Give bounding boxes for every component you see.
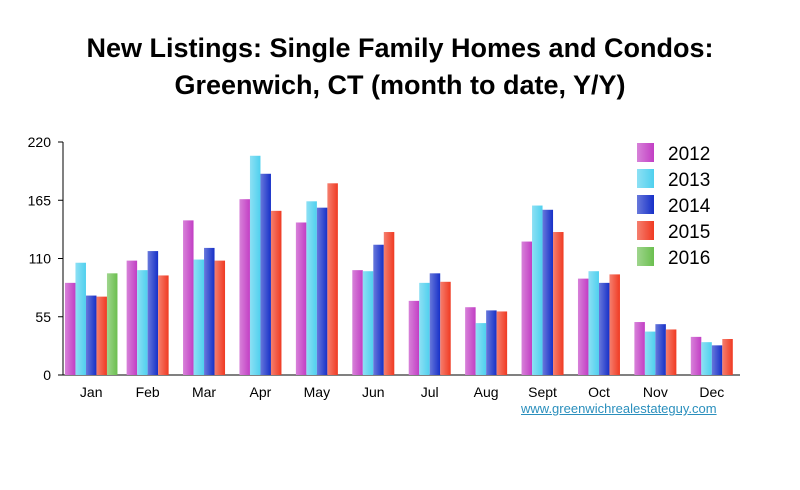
bar-2013-mar: [193, 259, 205, 375]
bar-2014-feb: [147, 251, 159, 375]
x-tick-label: May: [304, 384, 330, 400]
legend-label-2016: 2016: [668, 248, 710, 269]
bar-2013-jun: [362, 271, 374, 375]
bar-2012-feb: [126, 260, 138, 375]
x-tick-label: Jun: [362, 384, 385, 400]
bar-2015-sept: [553, 232, 564, 375]
legend-swatch-2015: [637, 221, 654, 240]
bar-2014-mar: [204, 247, 215, 375]
x-tick-label: Nov: [643, 384, 668, 400]
bar-2013-oct: [588, 271, 599, 375]
bar-2015-feb: [158, 275, 169, 375]
bar-2012-aug: [465, 307, 476, 375]
bar-2014-jul: [429, 273, 441, 375]
bar-2012-dec: [690, 336, 702, 375]
bar-2015-jan: [96, 296, 107, 375]
x-tick-label: Dec: [699, 384, 724, 400]
bar-2013-dec: [701, 342, 712, 375]
bar-2012-jan: [64, 282, 76, 375]
bar-2014-oct: [598, 282, 610, 375]
bar-2014-nov: [655, 324, 666, 375]
x-tick-label: Apr: [250, 384, 272, 400]
y-tick-label: 55: [35, 309, 51, 325]
bar-2013-jan: [75, 262, 86, 375]
legend-label-2015: 2015: [668, 222, 710, 243]
bar-2015-aug: [496, 311, 508, 375]
bar-2013-feb: [137, 270, 148, 375]
bar-2014-may: [316, 207, 328, 375]
legend-label-2014: 2014: [668, 196, 711, 217]
chart-title-line-1: New Listings: Single Family Homes and Co…: [86, 33, 714, 63]
bar-2015-jun: [383, 232, 395, 375]
x-tick-label: Feb: [136, 384, 160, 400]
y-tick-label: 0: [43, 367, 51, 383]
bar-2015-oct: [609, 274, 620, 375]
bar-2015-mar: [214, 260, 226, 375]
bar-2012-mar: [183, 220, 194, 375]
chart-title: New Listings: Single Family Homes and Co…: [0, 30, 800, 104]
bar-2014-aug: [486, 310, 497, 375]
bar-2013-apr: [249, 155, 261, 375]
bar-2015-nov: [665, 329, 677, 375]
x-tick-label: Aug: [474, 384, 499, 400]
bar-2013-jul: [419, 282, 430, 375]
y-tick-label: 220: [28, 134, 52, 150]
source-link[interactable]: www.greenwichrealestateguy.com: [521, 401, 717, 416]
x-tick-label: Jan: [80, 384, 103, 400]
bar-2012-nov: [634, 322, 645, 375]
bar-2014-sept: [542, 209, 554, 375]
bar-2012-oct: [577, 278, 589, 375]
legend-swatch-2014: [637, 195, 654, 214]
legend-label-2013: 2013: [668, 170, 710, 191]
bar-2014-jun: [373, 244, 384, 375]
legend-label-2012: 2012: [668, 144, 710, 165]
bar-2015-dec: [722, 338, 733, 375]
bar-2012-jun: [352, 270, 363, 375]
x-tick-label: Oct: [588, 384, 610, 400]
legend-swatch-2013: [637, 169, 654, 188]
bar-2014-jan: [85, 295, 97, 375]
bar-2012-jul: [408, 300, 420, 375]
bar-2016-jan: [106, 273, 118, 375]
x-tick-label: Sept: [528, 384, 557, 400]
bar-2015-jul: [440, 281, 451, 375]
bar-2013-sept: [532, 205, 543, 375]
y-tick-label: 165: [28, 192, 52, 208]
legend-swatch-2016: [637, 247, 654, 266]
bar-2012-sept: [521, 241, 533, 375]
y-tick-label: 110: [29, 251, 52, 267]
bar-2014-dec: [711, 345, 723, 375]
bar-2015-may: [327, 183, 338, 375]
bar-2013-aug: [475, 323, 487, 375]
bar-2013-nov: [644, 331, 656, 375]
bar-2015-apr: [270, 210, 282, 375]
chart-title-line-2: Greenwich, CT (month to date, Y/Y): [174, 70, 626, 100]
x-tick-label: Mar: [192, 384, 216, 400]
bar-2012-may: [295, 222, 307, 375]
bar-2014-apr: [260, 173, 271, 375]
legend-swatch-2012: [637, 143, 654, 162]
bar-2012-apr: [239, 199, 250, 375]
x-tick-label: Jul: [421, 384, 439, 400]
bar-2013-may: [306, 201, 317, 375]
